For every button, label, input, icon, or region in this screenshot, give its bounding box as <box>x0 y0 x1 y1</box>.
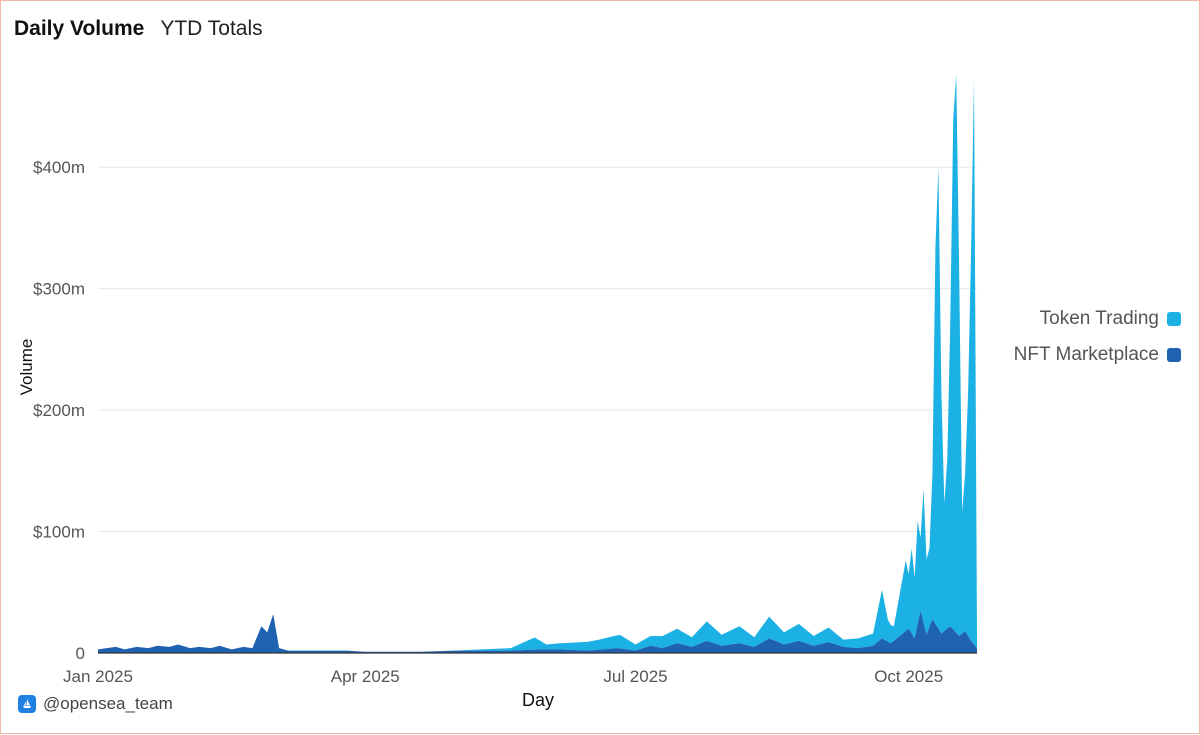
x-tick-label: Apr 2025 <box>331 667 400 686</box>
view-tabs: Daily Volume YTD Totals <box>14 17 263 41</box>
series-areas <box>98 74 977 654</box>
legend-swatch <box>1167 312 1181 326</box>
x-tick-label: Jan 2025 <box>63 667 133 686</box>
x-axis-ticks: Jan 2025 Apr 2025 Jul 2025 Oct 2025 <box>63 667 943 686</box>
grid-lines <box>98 166 977 654</box>
y-tick-label: 0 <box>76 644 85 663</box>
y-axis-ticks: 0 $100m $200m $300m $400m <box>33 158 85 663</box>
y-axis-label: Volume <box>17 339 36 396</box>
series-area-nft-marketplace <box>98 610 977 653</box>
credit: @opensea_team <box>18 694 173 714</box>
y-tick-label: $400m <box>33 158 85 177</box>
y-tick-label: $100m <box>33 523 85 542</box>
y-tick-label: $300m <box>33 280 85 299</box>
legend-item-token-trading[interactable]: Token Trading <box>1040 308 1181 330</box>
y-tick-label: $200m <box>33 401 85 420</box>
series-area-token-trading <box>98 74 977 652</box>
x-axis-label: Day <box>522 690 554 710</box>
tab-daily-volume[interactable]: Daily Volume <box>14 17 145 40</box>
legend-label: Token Trading <box>1039 308 1159 329</box>
x-tick-label: Oct 2025 <box>874 667 943 686</box>
legend-label: NFT Marketplace <box>1013 344 1159 365</box>
legend-item-nft-marketplace[interactable]: NFT Marketplace <box>1014 344 1181 366</box>
opensea-logo-icon <box>18 695 36 713</box>
tab-ytd-totals[interactable]: YTD Totals <box>160 17 263 40</box>
credit-handle: @opensea_team <box>43 694 173 713</box>
x-tick-label: Jul 2025 <box>603 667 667 686</box>
legend-swatch <box>1167 348 1181 362</box>
legend: Token Trading NFT Marketplace <box>1014 308 1181 366</box>
